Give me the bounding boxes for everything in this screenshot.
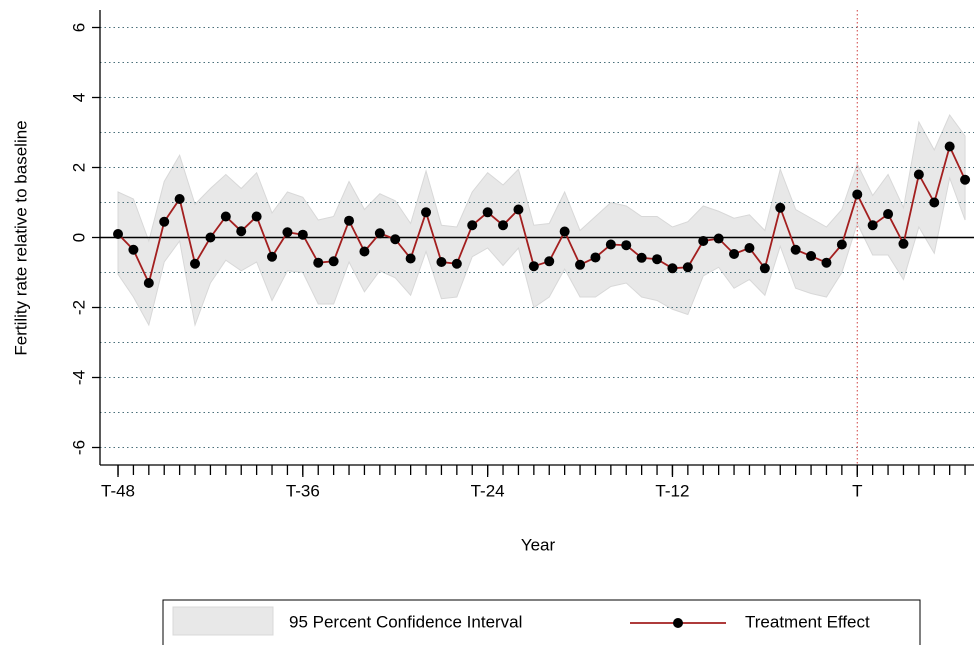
effect-point (713, 233, 724, 244)
y-tick-label: 0 (69, 233, 88, 242)
y-tick-label: 2 (69, 163, 88, 172)
effect-point (405, 253, 416, 264)
effect-point (220, 211, 231, 222)
effect-point (867, 220, 878, 231)
x-tick-label: T (852, 481, 862, 500)
effect-point (390, 234, 401, 245)
effect-point (282, 227, 293, 238)
effect-point (467, 220, 478, 231)
effect-point (883, 209, 894, 220)
effect-point (498, 220, 509, 231)
effect-point (128, 244, 139, 255)
effect-point (359, 246, 370, 257)
effect-point (344, 215, 355, 226)
effect-point (698, 236, 709, 246)
effect-point (159, 216, 170, 227)
effect-point (374, 228, 385, 239)
effect-point (898, 238, 909, 249)
legend-label: 95 Percent Confidence Interval (289, 612, 522, 631)
x-tick-label: T-12 (655, 481, 689, 500)
effect-point (528, 261, 539, 272)
effect-point (759, 263, 770, 274)
effect-point (960, 174, 971, 185)
legend-swatch (172, 606, 274, 636)
x-tick-label: T-48 (101, 481, 135, 500)
legend-marker (673, 618, 683, 628)
y-tick-label: 4 (69, 93, 88, 102)
effect-point (143, 278, 154, 288)
y-axis-label: Fertility rate relative to baseline (11, 120, 30, 355)
effect-point (836, 239, 847, 250)
legend-box (162, 599, 921, 645)
effect-point (174, 194, 185, 204)
effect-point (729, 248, 740, 259)
effect-point (544, 256, 555, 267)
effect-point (113, 229, 124, 239)
effect-point (636, 252, 647, 263)
y-tick-label: -4 (69, 370, 88, 385)
effect-point (575, 259, 586, 270)
y-tick-label: -6 (69, 440, 88, 455)
effect-point (852, 189, 863, 200)
effect-point (605, 239, 616, 250)
effect-point (328, 256, 339, 267)
effect-point (205, 232, 216, 243)
effect-point (267, 251, 278, 262)
legend-label: Treatment Effect (745, 612, 870, 631)
effect-point (944, 141, 955, 152)
effect-point (421, 207, 432, 218)
x-tick-label: T-36 (286, 481, 320, 500)
effect-point (682, 262, 693, 273)
effect-point (451, 258, 462, 269)
effect-point (775, 202, 786, 213)
effect-point (652, 254, 663, 265)
effect-point (313, 257, 324, 268)
confidence-band (117, 114, 966, 327)
effect-point (251, 211, 262, 222)
y-tick-label: 6 (69, 23, 88, 32)
effect-point (190, 258, 201, 269)
effect-point (913, 169, 924, 180)
x-tick-label: T-24 (471, 481, 505, 500)
effect-point (513, 204, 524, 215)
effect-point (590, 252, 601, 263)
effect-point (236, 226, 247, 237)
effect-point (821, 257, 832, 268)
effect-point (436, 257, 447, 267)
effect-point (559, 226, 570, 237)
effect-point (621, 240, 632, 251)
effect-point (744, 243, 755, 253)
effect-point (297, 229, 308, 240)
effect-point (790, 244, 801, 255)
y-tick-label: -2 (69, 300, 88, 315)
x-axis-label: Year (521, 535, 556, 554)
effect-point (929, 197, 940, 208)
effect-point (482, 207, 493, 218)
effect-point (667, 263, 678, 274)
effect-point (806, 251, 817, 262)
